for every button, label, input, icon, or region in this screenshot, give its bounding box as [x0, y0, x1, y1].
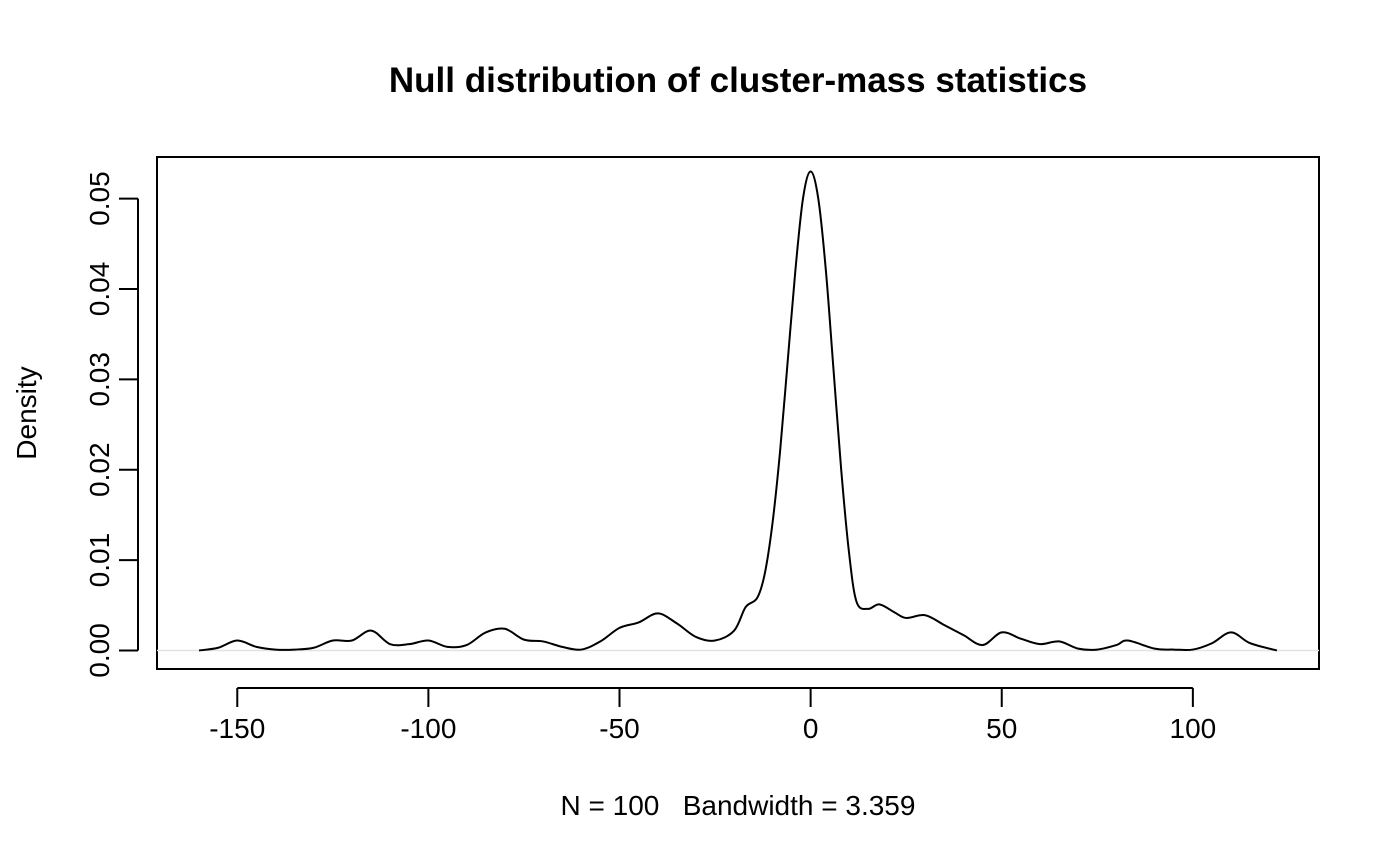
chart-title: Null distribution of cluster-mass statis… — [389, 61, 1087, 100]
x-tick-label: -150 — [209, 713, 265, 744]
y-tick-label: 0.02 — [84, 442, 115, 497]
y-tick-label: 0.05 — [84, 171, 115, 226]
x-axis: -150 -100 -50 0 50 100 — [209, 687, 1217, 744]
y-axis-label: Density — [11, 366, 42, 459]
x-tick-label: -50 — [599, 713, 639, 744]
y-tick-label: 0.00 — [84, 623, 115, 678]
y-tick-label: 0.04 — [84, 262, 115, 317]
density-curve — [198, 170, 1278, 652]
plot-frame — [156, 156, 1320, 670]
x-tick-label: 50 — [986, 713, 1017, 744]
x-axis-label: N = 100 Bandwidth = 3.359 — [561, 790, 916, 821]
x-tick-label: 0 — [803, 713, 819, 744]
y-axis: 0.00 0.01 0.02 0.03 0.04 0.05 — [84, 171, 139, 678]
y-tick-label: 0.03 — [84, 352, 115, 407]
y-tick-label: 0.01 — [84, 533, 115, 588]
x-tick-label: -100 — [400, 713, 456, 744]
x-tick-label: 100 — [1170, 713, 1217, 744]
